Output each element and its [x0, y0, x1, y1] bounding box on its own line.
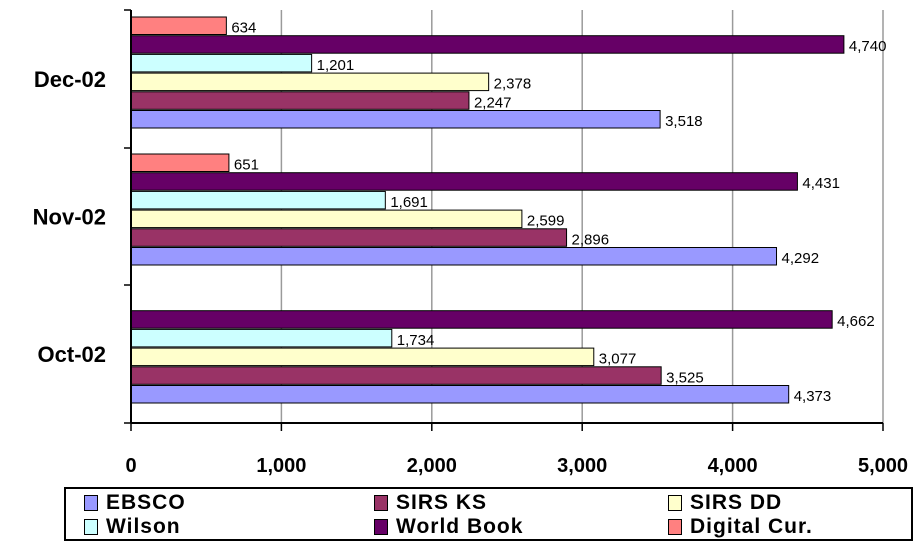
data-label-sirs-dd-nov-02: 2,599: [527, 213, 565, 230]
legend-swatch-sirs-ks: [374, 495, 388, 511]
axes: 0 1,000 2,000 3,000 4,000 5,000 Oct-02 Nov-02 De…: [33, 9, 908, 477]
data-label-world-book-nov-02: 4,431: [802, 175, 840, 192]
x-tick-label: 2,000: [407, 455, 457, 477]
data-label-ebsco-oct-02: 4,373: [794, 388, 832, 405]
bar-world-book-oct-02: [130, 310, 833, 329]
data-label-sirs-ks-oct-02: 3,525: [666, 369, 704, 386]
data-label-sirs-dd-dec-02: 2,378: [494, 76, 532, 93]
data-label-ebsco-dec-02: 3,518: [665, 113, 703, 130]
x-tick-label: 1,000: [256, 455, 306, 477]
legend-swatch-sirs-dd: [668, 495, 682, 511]
bar-sirs-ks-oct-02: [130, 366, 662, 385]
data-label-ebsco-nov-02: 4,292: [782, 250, 820, 267]
legend: EBSCO SIRS KS SIRS DD Wilson World Book …: [64, 487, 913, 541]
data-label-wilson-oct-02: 1,734: [397, 332, 435, 349]
bar-ebsco-oct-02: [130, 385, 790, 404]
bar-sirs-dd-dec-02: [130, 72, 490, 92]
x-tick-label: 5,000: [858, 455, 908, 477]
bar-sirs-dd-nov-02: [130, 209, 523, 229]
data-label-world-book-oct-02: 4,662: [837, 313, 875, 330]
legend-swatch-world-book: [374, 519, 388, 535]
legend-item-sirs-dd: SIRS DD: [668, 491, 782, 515]
data-label-digital-cur-dec-02: 634: [231, 20, 256, 37]
x-tick-label: 4,000: [708, 455, 758, 477]
bar-world-book-dec-02: [130, 35, 845, 54]
bar-ebsco-dec-02: [130, 110, 661, 129]
bar-wilson-oct-02: [130, 328, 393, 348]
bar-world-book-nov-02: [130, 172, 798, 191]
bar-wilson-nov-02: [130, 190, 386, 210]
data-label-world-book-dec-02: 4,740: [849, 38, 887, 55]
legend-label-sirs-ks: SIRS KS: [396, 491, 488, 514]
category-label-dec-02: Dec-02: [34, 67, 106, 92]
data-label-digital-cur-nov-02: 651: [234, 157, 259, 174]
legend-item-wilson: Wilson: [84, 515, 181, 539]
data-label-sirs-ks-nov-02: 2,896: [572, 231, 610, 248]
data-label-wilson-nov-02: 1,691: [390, 194, 428, 211]
legend-label-world-book: World Book: [396, 515, 524, 538]
legend-label-digital-cur: Digital Cur.: [690, 515, 813, 538]
x-tick-label: 3,000: [557, 455, 607, 477]
legend-label-ebsco: EBSCO: [106, 491, 186, 514]
bar-digital-cur-nov-02: [130, 153, 230, 172]
category-label-nov-02: Nov-02: [33, 205, 106, 230]
bar-sirs-dd-oct-02: [130, 347, 595, 367]
legend-label-wilson: Wilson: [106, 515, 181, 538]
bar-sirs-ks-dec-02: [130, 91, 470, 110]
legend-label-sirs-dd: SIRS DD: [690, 491, 783, 514]
legend-item-world-book: World Book: [374, 515, 523, 539]
x-tick-label: 0: [125, 455, 136, 477]
legend-item-sirs-ks: SIRS KS: [374, 491, 487, 515]
legend-item-digital-cur: Digital Cur.: [668, 515, 813, 539]
bars: [130, 16, 845, 404]
legend-swatch-digital-cur: [668, 519, 682, 535]
bar-digital-cur-dec-02: [130, 16, 227, 35]
data-labels: 4,373 3,525 3,077 1,734 4,662 4,292 2,896 2,599…: [231, 20, 886, 406]
bar-chart: 4,373 3,525 3,077 1,734 4,662 4,292 2,896 2,599…: [33, 9, 908, 477]
category-label-oct-02: Oct-02: [38, 342, 106, 367]
bar-sirs-ks-nov-02: [130, 228, 568, 247]
data-label-sirs-ks-dec-02: 2,247: [474, 94, 512, 111]
legend-item-ebsco: EBSCO: [84, 491, 186, 515]
data-label-wilson-dec-02: 1,201: [317, 57, 355, 74]
bar-wilson-dec-02: [130, 53, 313, 73]
legend-swatch-ebsco: [84, 495, 98, 511]
bar-ebsco-nov-02: [130, 247, 778, 266]
legend-swatch-wilson: [84, 519, 98, 535]
data-label-sirs-dd-oct-02: 3,077: [599, 351, 637, 368]
